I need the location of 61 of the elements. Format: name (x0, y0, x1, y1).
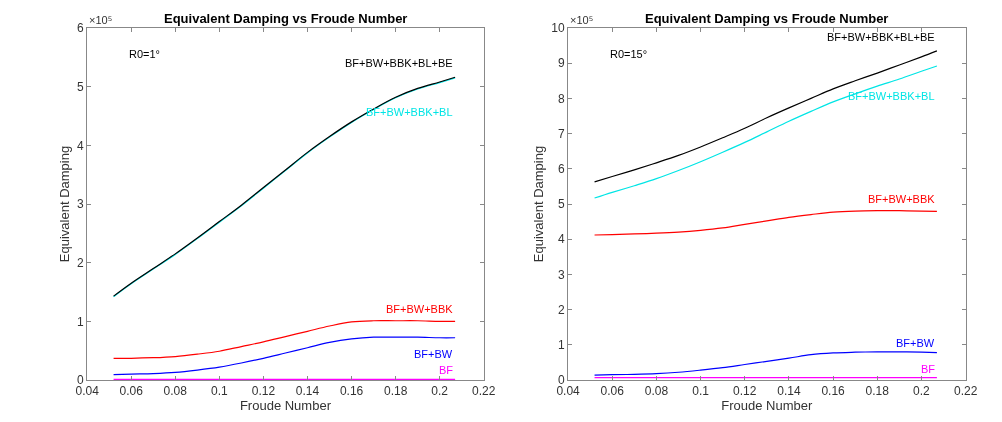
x-tick-label: 0.04 (556, 384, 581, 399)
series-label: BF+BW+BBK+BL+BE (827, 31, 935, 43)
line-series (112, 336, 456, 376)
x-tick-label: 0.04 (75, 384, 100, 399)
x-tick-label: 0.1 (211, 384, 229, 399)
x-tick-label: 0.16 (339, 384, 364, 399)
x-tick-label: 0.06 (600, 384, 625, 399)
y-axis-title: Equivalent Damping (531, 145, 547, 263)
chart-title: Equivalent Damping vs Froude Number (164, 11, 408, 26)
line-series (593, 210, 938, 236)
y-tick-label: 6 (557, 162, 565, 176)
annotation: R0=1° (129, 48, 161, 60)
series-label: BF+BW+BBK (386, 303, 454, 315)
line-series (593, 50, 938, 183)
series-label: BF+BW+BBK+BL (366, 106, 453, 118)
y-tick-label: 5 (557, 197, 565, 212)
text: ×10⁵ (570, 14, 594, 26)
text: ×10⁵ (89, 14, 113, 26)
x-tick-label: 0.22 (953, 384, 978, 399)
series-label: BF+BW+BBK+BL+BE (345, 57, 453, 69)
y-tick-label: 8 (557, 91, 565, 106)
x-tick-label: 0.18 (383, 384, 408, 399)
annotation: R0=15° (610, 48, 648, 60)
chart-title: Equivalent Damping vs Froude Number (645, 11, 889, 26)
x-tick-label: 0.22 (472, 384, 496, 399)
line-series (593, 351, 938, 376)
x-tick-label: 0.12 (733, 384, 757, 399)
y-tick-label: 10 (551, 21, 565, 36)
series-label: BF+BW+BBK (868, 193, 936, 205)
series-label: BF+BW (896, 337, 935, 349)
x-tick-label: 0.2 (913, 384, 931, 399)
x-tick-label: 0.16 (821, 384, 846, 399)
x-tick-label: 0.14 (295, 384, 320, 399)
y-tick-label: 1 (557, 338, 565, 352)
y-tick-label: 1 (77, 314, 85, 329)
line-series (112, 320, 456, 359)
y-tick-label: 3 (77, 197, 85, 212)
x-tick-label: 0.2 (431, 384, 449, 399)
series-label: BF+BW (414, 348, 453, 360)
y-tick-label: 4 (77, 138, 85, 153)
x-tick-label: 0.06 (119, 384, 144, 399)
y-tick-label: 2 (557, 302, 565, 317)
series-label: BF (921, 363, 936, 375)
x-axis-title: Froude Number (721, 398, 814, 414)
y-axis-title: Equivalent Damping (57, 145, 73, 263)
x-tick-label: 0.1 (692, 384, 710, 399)
y-tick-label: 5 (77, 79, 85, 94)
y-tick-label: 3 (557, 267, 565, 282)
y-tick-label: 7 (557, 126, 565, 141)
x-tick-label: 0.08 (163, 384, 188, 399)
x-axis-title: Froude Number (239, 398, 332, 414)
x-tick-label: 0.14 (777, 384, 801, 399)
y-tick-label: 2 (77, 255, 85, 270)
x-tick-label: 0.18 (865, 384, 890, 399)
y-tick-label: 9 (557, 56, 565, 71)
x-tick-label: 0.08 (644, 384, 669, 399)
series-label: BF+BW+BBK+BL (848, 90, 935, 102)
y-tick-label: 6 (77, 21, 85, 36)
y-tick-label: 4 (557, 232, 565, 247)
x-tick-label: 0.12 (251, 384, 276, 399)
series-label: BF (439, 364, 454, 376)
